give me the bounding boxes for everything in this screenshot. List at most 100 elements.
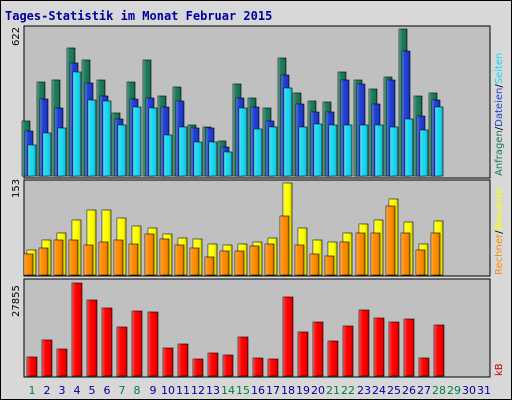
day-label: 24	[372, 384, 386, 397]
legend-entry: Rechner	[494, 233, 505, 275]
bar-shade-seiten-day-13	[209, 142, 217, 176]
bar-shade-seiten-day-21	[329, 125, 337, 176]
day-label: 11	[176, 384, 190, 397]
bar-shade-kb-day-25	[389, 322, 399, 376]
bar-shade-seiten-day-16	[254, 129, 262, 176]
day-label: 20	[311, 384, 325, 397]
bar-shade-rechner-day-23	[356, 233, 365, 275]
bar-shade-seiten-day-3	[58, 128, 66, 176]
bar-shade-seiten-day-23	[360, 125, 368, 176]
bar-shade-kb-day-13	[208, 353, 218, 376]
legend-requests: Anfragen/Dateien/Seiten	[494, 53, 505, 176]
bar-shade-kb-day-26	[404, 319, 414, 376]
bar-shade-rechner-day-27	[416, 250, 425, 275]
day-label: 9	[150, 384, 157, 397]
chart-bars	[21, 28, 445, 377]
day-label: 22	[341, 384, 355, 397]
bar-shade-seiten-day-10	[164, 135, 172, 176]
legend-entry: /	[494, 126, 505, 130]
bar-shade-kb-day-17	[268, 359, 278, 376]
bar-shade-seiten-day-24	[375, 125, 383, 176]
bar-shade-kb-day-21	[328, 341, 338, 376]
legend-entry: /	[494, 84, 505, 88]
bar-shade-seiten-day-2	[43, 133, 51, 176]
bar-shade-kb-day-2	[42, 340, 52, 376]
bar-shade-kb-day-22	[343, 326, 353, 376]
day-label: 23	[357, 384, 371, 397]
bar-shade-rechner-day-14	[220, 251, 229, 275]
day-label: 3	[59, 384, 66, 397]
bar-shade-rechner-day-26	[401, 233, 410, 275]
requests-max-label: 622	[11, 27, 22, 46]
bar-shade-rechner-day-20	[310, 254, 319, 275]
bar-shade-seiten-day-19	[299, 127, 307, 176]
bar-shade-rechner-day-10	[160, 239, 169, 275]
bar-shade-seiten-day-22	[344, 125, 352, 176]
legend-entry: kB	[494, 363, 505, 376]
day-label: 1	[29, 384, 36, 397]
bar-shade-seiten-day-17	[269, 127, 277, 176]
bar-shade-kb-day-27	[419, 358, 429, 376]
bar-shade-kb-day-16	[253, 358, 263, 376]
bar-shade-rechner-day-11	[175, 245, 184, 275]
legend-visits: Rechner/Besuche	[494, 188, 505, 275]
day-label: 27	[417, 384, 431, 397]
visits-max-label: 153	[11, 179, 22, 198]
bar-shade-rechner-day-24	[371, 233, 380, 275]
bar-shade-kb-day-14	[223, 355, 233, 376]
bar-shade-kb-day-15	[238, 337, 248, 376]
legend-entry: Besuche	[494, 188, 505, 231]
day-label: 17	[266, 384, 280, 397]
bar-shade-kb-day-6	[102, 308, 112, 376]
legend-kb: kB	[494, 363, 505, 376]
bar-shade-kb-day-11	[178, 344, 188, 376]
day-label: 7	[119, 384, 126, 397]
bar-shade-seiten-day-11	[179, 127, 187, 176]
day-label: 29	[447, 384, 461, 397]
bar-shade-rechner-day-16	[250, 246, 259, 275]
bar-shade-kb-day-7	[117, 327, 127, 376]
bar-shade-kb-day-18	[283, 297, 293, 376]
bar-shade-seiten-day-7	[118, 125, 126, 176]
day-label: 16	[251, 384, 265, 397]
bar-shade-kb-day-10	[163, 348, 173, 376]
bar-shade-rechner-day-12	[190, 248, 199, 275]
bar-shade-kb-day-3	[57, 349, 67, 376]
legend-entry: Anfragen	[494, 130, 505, 176]
day-label: 12	[191, 384, 205, 397]
day-label: 4	[74, 384, 81, 397]
bar-shade-rechner-day-28	[431, 233, 440, 275]
bar-shade-rechner-day-13	[205, 257, 214, 275]
bar-shade-seiten-day-9	[149, 108, 157, 176]
bar-shade-seiten-day-28	[435, 107, 443, 176]
bar-shade-rechner-day-5	[84, 245, 93, 275]
bar-shade-besuche-day-5	[87, 210, 96, 275]
bar-shade-seiten-day-27	[420, 130, 428, 176]
bar-shade-rechner-day-19	[295, 245, 304, 275]
day-label: 18	[281, 384, 295, 397]
bar-shade-kb-day-28	[434, 325, 444, 376]
bar-shade-rechner-day-22	[340, 242, 349, 275]
bar-shade-rechner-day-17	[265, 244, 274, 275]
bar-shade-seiten-day-26	[405, 119, 413, 176]
bar-shade-kb-day-9	[148, 312, 158, 376]
bar-shade-seiten-day-4	[73, 72, 81, 176]
bar-shade-seiten-day-20	[314, 124, 322, 176]
bar-shade-seiten-day-1	[28, 145, 36, 176]
bar-shade-seiten-day-14	[224, 152, 232, 176]
bar-shade-rechner-day-6	[99, 242, 108, 275]
legend-entry: /	[494, 230, 505, 234]
day-label: 13	[206, 384, 220, 397]
bar-shade-kb-day-20	[313, 322, 323, 376]
day-label: 2	[44, 384, 51, 397]
day-label: 10	[161, 384, 175, 397]
bar-shade-rechner-day-4	[69, 240, 78, 275]
legend-entry: Seiten	[494, 53, 505, 85]
bar-shade-rechner-day-1	[24, 254, 33, 275]
bar-shade-kb-day-19	[298, 332, 308, 376]
day-axis-labels: 1 2 3 4 5 6 7 8 9 10 11 12 13 14 15 16 17 18 19 20 21 22 23 24 2…	[29, 384, 492, 397]
bar-shade-kb-day-4	[72, 283, 82, 376]
day-label: 8	[134, 384, 141, 397]
bar-shade-rechner-day-3	[54, 240, 63, 275]
